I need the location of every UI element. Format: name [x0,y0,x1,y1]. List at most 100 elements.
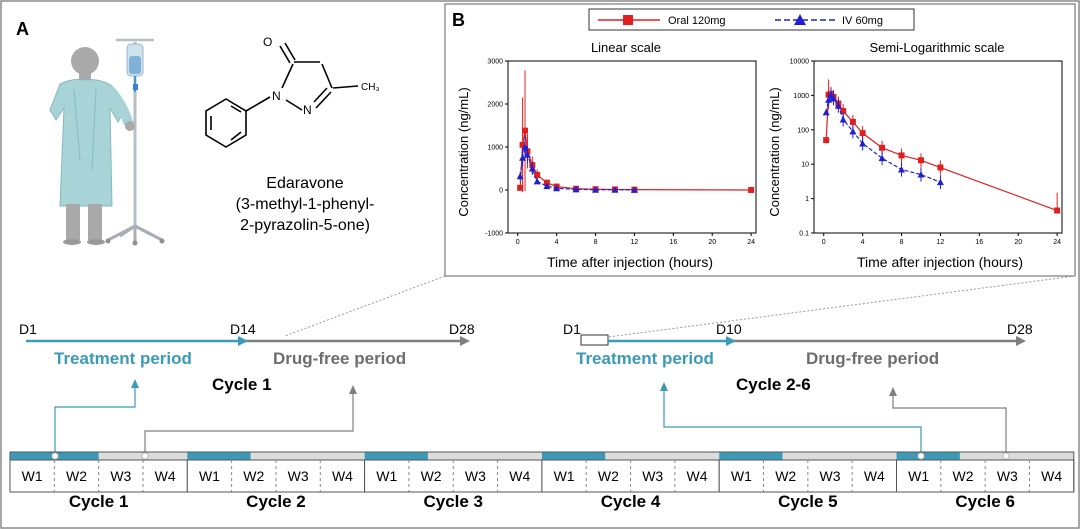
t1-d28-label: D28 [449,321,475,337]
oral-data-point [937,164,944,171]
log-xlabel: Time after injection (hours) [857,254,1023,270]
y-tick-label: 1000 [487,145,503,152]
week-label: W2 [421,468,442,484]
oral-data-point [898,152,905,159]
x-tick-label: 4 [555,239,559,246]
oral-data-point [519,141,526,148]
log-plot-title: Semi-Logarithmic scale [869,40,1004,55]
iv-data-point [521,143,529,150]
log-ylabel: Concentration (ng/mL) [767,87,782,216]
oral-data-point [849,118,856,125]
legend-oral-marker [623,15,633,25]
x-tick-label: 8 [900,239,904,246]
panel-b-label: B [452,10,465,30]
iv-data-point [829,94,837,102]
t1-drugfree-label: Drug-free period [273,349,406,368]
week-label: W3 [997,468,1018,484]
t2-cycle-label: Cycle 2-6 [736,375,811,394]
molecule-iupac-line1: (3-methyl-1-phenyl- [236,196,375,213]
timeline-cycle2-6: D1 D10 D28 Treatment period Drug-free pe… [563,321,1033,394]
linear-plot-title: Linear scale [591,40,661,55]
oral-data-point [879,144,886,151]
log-plot: 0 4 8 12 16 20 24 0.1 1 10 100 1000 10000 [790,59,1063,246]
week-label: W1 [908,468,929,484]
iv-data-point [533,177,541,185]
t1-cycle-label: Cycle 1 [212,375,272,394]
zoom-guide-left [284,275,446,337]
cycle-week-row: W1 W2 W3 W4 Cycle 1 W1 W2 W3 W4 Cycle 2 W1 W2 W3 W4 Cy… [9,451,1075,511]
nitrogen-atom-1: N [272,89,281,103]
week-label: W4 [864,468,885,484]
edaravone-structure [205,42,359,148]
cycle-bar-drugfree [364,452,542,460]
t2-treatment-label: Treatment period [576,349,714,368]
linear-plot: 0 4 8 12 16 20 24 -1000 0 1000 2000 3000 [485,59,757,246]
oral-data-point [823,137,830,144]
x-tick-label: 24 [747,239,755,246]
week-label: W3 [820,468,841,484]
y-tick-label: 2000 [487,102,503,109]
connector-dot [51,452,59,460]
x-tick-label: 8 [594,239,598,246]
x-tick-label: 24 [1053,239,1061,246]
molecule-iupac-line2: 2-pyrazolin-5-one) [240,217,370,234]
oral-data-point [859,130,866,137]
x-tick-label: 16 [669,239,677,246]
chart-legend: Oral 120mg IV 60mg [588,8,915,31]
iv-data-point [611,186,619,193]
legend-iv-marker [794,14,806,25]
cycle-bar-treatment [896,452,960,460]
t2-d10-label: D10 [716,321,742,337]
iv-data-point [543,182,551,190]
week-label: W4 [509,468,530,484]
cycle-bar-treatment [719,452,783,460]
y-tick-label: 10 [801,162,809,169]
y-tick-label: 3000 [487,59,503,66]
patient-iv-illustration [49,38,165,246]
linear-xlabel: Time after injection (hours) [547,254,713,270]
week-label: W4 [687,468,708,484]
week-label: W2 [952,468,973,484]
x-tick-label: 0 [516,239,520,246]
connector-arrows [54,379,1007,454]
cycle-bar-treatment [364,452,428,460]
iv-data-point [630,186,638,193]
y-tick-label: 0 [499,188,503,195]
t2-drugfree-label: Drug-free period [806,349,939,368]
t1-d1-label: D1 [19,321,37,337]
y-tick-label: -1000 [485,231,503,238]
iv-data-point [834,102,842,109]
timeline-cycle1: D1 D14 D28 Treatment period Drug-free pe… [19,321,475,394]
week-label: W1 [199,468,220,484]
connector-dot [141,452,149,460]
week-label: W2 [66,468,87,484]
week-label: W4 [332,468,353,484]
oral-data-point [522,127,529,134]
week-label: W4 [155,468,176,484]
legend-iv-label: IV 60mg [842,15,883,27]
x-tick-label: 12 [631,239,639,246]
iv-data-point [523,151,531,158]
iv-data-point [849,127,857,135]
week-label: W2 [775,468,796,484]
week-row-frame [9,451,1075,493]
oral-data-point [840,108,847,115]
oral-data-point [748,186,755,193]
t1-d14-label: D14 [230,321,256,337]
cycle-bar-drugfree [187,452,365,460]
cycle-bar-drugfree [896,452,1074,460]
nitrogen-atom-2: N [303,103,312,117]
week-label: W3 [642,468,663,484]
panel-b-frame [444,3,1076,277]
linear-ylabel: Concentration (ng/mL) [456,87,471,216]
y-tick-label: 1 [805,196,809,203]
oral-data-point [917,157,924,164]
cycle-label: Cycle 2 [246,492,306,511]
iv-data-point [519,154,527,161]
week-label: W1 [22,468,43,484]
week-label: W3 [288,468,309,484]
zoom-guide-right [607,275,1076,338]
x-tick-label: 20 [1014,239,1022,246]
week-label: W3 [465,468,486,484]
